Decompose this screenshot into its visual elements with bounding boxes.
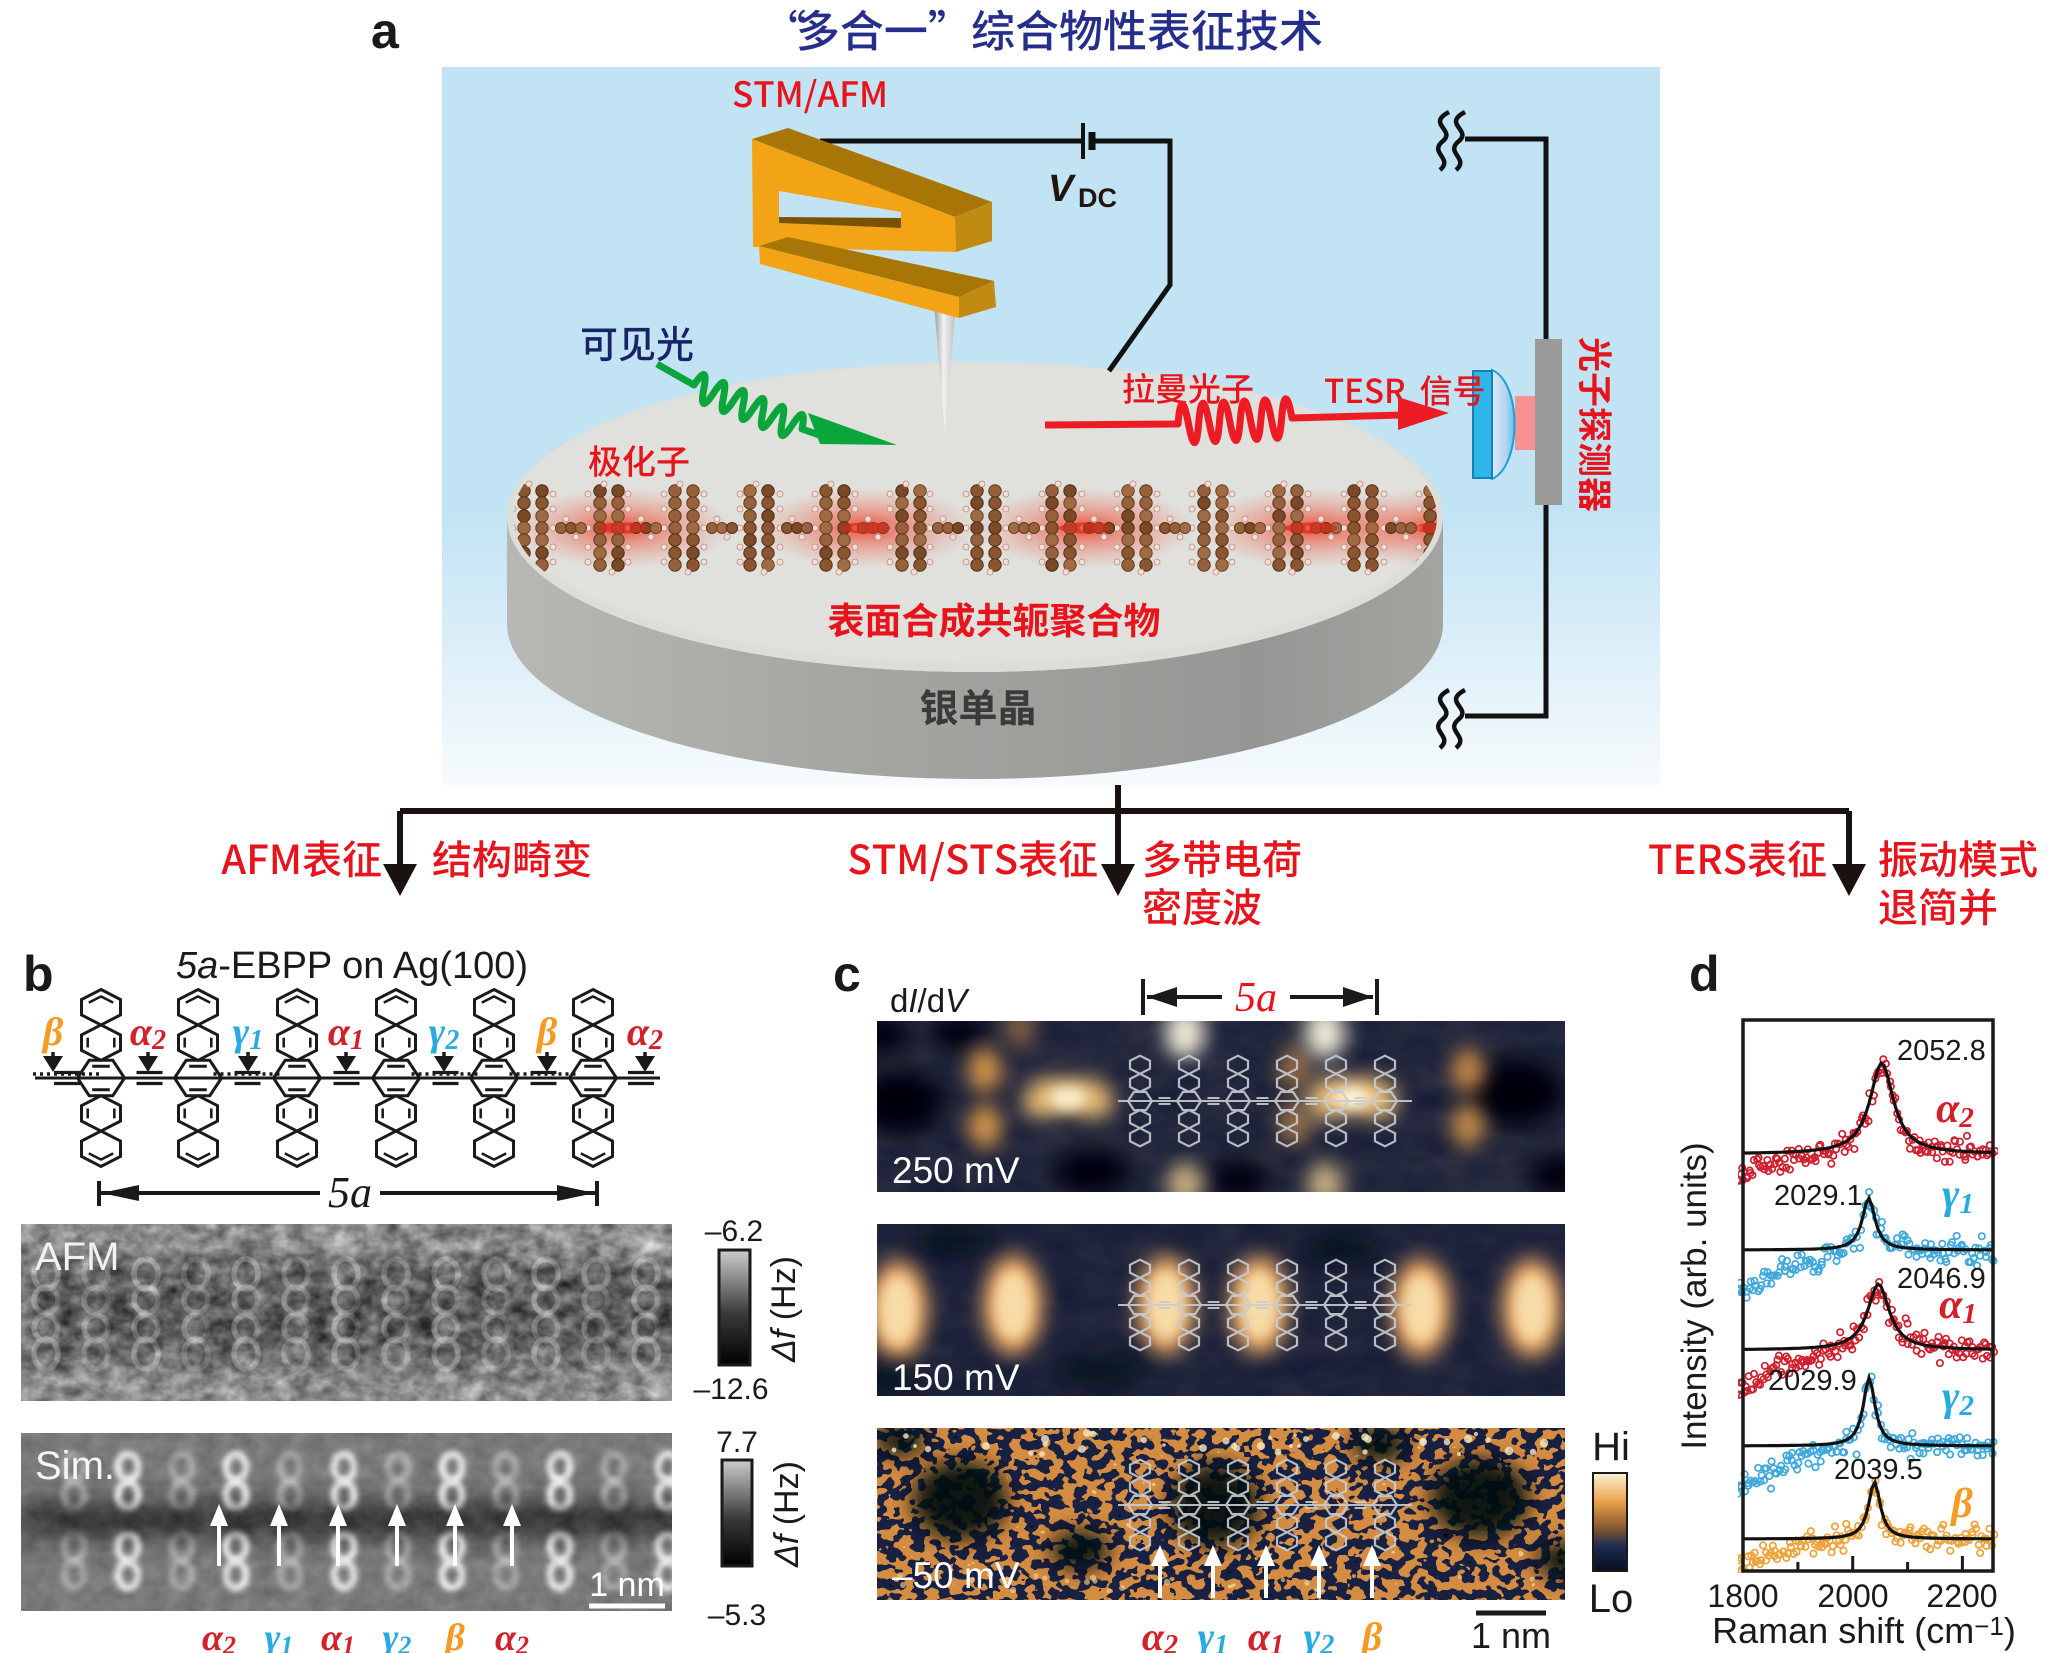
- svg-text:Lo: Lo: [1589, 1577, 1634, 1621]
- svg-text:7.7: 7.7: [716, 1426, 758, 1459]
- svg-text:α2: α2: [202, 1617, 236, 1653]
- svg-text:d: d: [1689, 946, 1720, 1002]
- svg-text:α2: α2: [1936, 1086, 1974, 1134]
- svg-text:Δf (Hz): Δf (Hz): [765, 1256, 803, 1363]
- svg-text:–50 mV: –50 mV: [892, 1555, 1020, 1596]
- svg-text:γ1: γ1: [1942, 1172, 1974, 1220]
- svg-text:1 nm: 1 nm: [589, 1566, 665, 1604]
- svg-text:dI/dV: dI/dV: [890, 982, 970, 1019]
- svg-text:150 mV: 150 mV: [892, 1357, 1020, 1398]
- svg-text:Intensity (arb. units): Intensity (arb. units): [1675, 1142, 1714, 1449]
- svg-text:α2: α2: [1142, 1614, 1178, 1653]
- svg-text:α1: α1: [321, 1617, 355, 1653]
- svg-text:5a: 5a: [328, 1168, 372, 1217]
- svg-text:Sim.: Sim.: [35, 1444, 115, 1488]
- svg-text:1800: 1800: [1707, 1578, 1778, 1614]
- svg-text:2029.9: 2029.9: [1768, 1365, 1857, 1397]
- svg-text:β: β: [1360, 1614, 1383, 1653]
- svg-text:1 nm: 1 nm: [1471, 1615, 1551, 1653]
- svg-text:2039.5: 2039.5: [1834, 1454, 1923, 1486]
- svg-text:α2: α2: [495, 1617, 529, 1653]
- svg-text:2029.1: 2029.1: [1774, 1180, 1863, 1212]
- svg-text:Raman shift (cm−1): Raman shift (cm−1): [1712, 1610, 2016, 1651]
- svg-text:2200: 2200: [1926, 1578, 1997, 1614]
- svg-text:γ1: γ1: [1198, 1614, 1229, 1653]
- svg-text:Hi: Hi: [1592, 1425, 1630, 1469]
- svg-text:–5.3: –5.3: [708, 1599, 766, 1632]
- svg-text:β: β: [443, 1617, 465, 1653]
- svg-text:β: β: [41, 1009, 64, 1054]
- svg-text:c: c: [833, 946, 861, 1002]
- svg-text:5a-EBPP on Ag(100): 5a-EBPP on Ag(100): [176, 945, 528, 987]
- svg-text:γ2: γ2: [1942, 1374, 1974, 1422]
- svg-text:β: β: [535, 1009, 558, 1054]
- svg-text:β: β: [1949, 1481, 1973, 1527]
- svg-text:γ1: γ1: [233, 1009, 264, 1056]
- svg-text:V: V: [1048, 168, 1076, 210]
- svg-text:α1: α1: [328, 1009, 364, 1056]
- svg-text:b: b: [23, 946, 54, 1002]
- svg-text:250 mV: 250 mV: [892, 1150, 1020, 1191]
- svg-text:5a: 5a: [1235, 975, 1277, 1021]
- svg-text:a: a: [371, 3, 400, 59]
- svg-text:–12.6: –12.6: [693, 1373, 768, 1406]
- svg-text:α1: α1: [1248, 1614, 1284, 1653]
- svg-text:γ2: γ2: [1304, 1614, 1335, 1653]
- svg-text:γ2: γ2: [383, 1617, 412, 1653]
- svg-text:Δf (Hz): Δf (Hz): [768, 1461, 806, 1568]
- svg-text:DC: DC: [1078, 183, 1117, 213]
- svg-text:α2: α2: [130, 1009, 166, 1056]
- svg-text:γ1: γ1: [265, 1617, 294, 1653]
- svg-text:2046.9: 2046.9: [1897, 1263, 1986, 1295]
- svg-text:AFM: AFM: [35, 1235, 119, 1279]
- svg-text:–6.2: –6.2: [705, 1215, 763, 1248]
- svg-text:α2: α2: [627, 1009, 663, 1056]
- svg-text:γ2: γ2: [429, 1009, 460, 1056]
- svg-text:2000: 2000: [1817, 1578, 1888, 1614]
- svg-text:2052.8: 2052.8: [1897, 1035, 1986, 1067]
